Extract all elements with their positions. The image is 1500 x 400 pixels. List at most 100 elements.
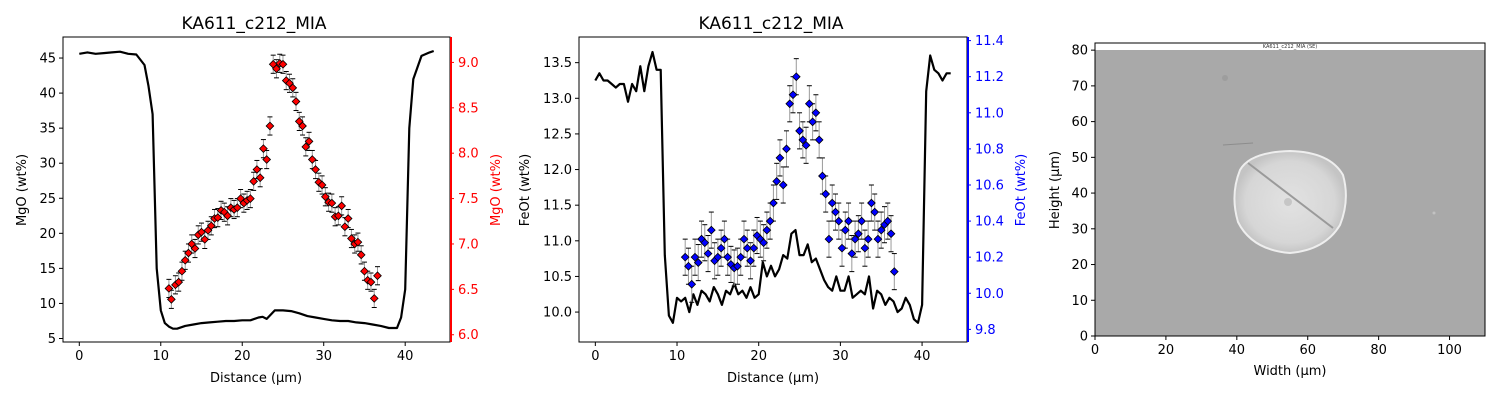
data-point xyxy=(246,194,255,203)
data-point xyxy=(307,155,317,164)
data-point xyxy=(870,207,880,217)
data-point xyxy=(723,252,733,262)
profile-line xyxy=(79,49,435,330)
data-point xyxy=(700,238,710,248)
y-tick-label: 60 xyxy=(1071,115,1088,130)
data-point xyxy=(814,135,824,145)
data-point xyxy=(360,266,369,276)
data-point xyxy=(291,97,301,106)
panel2-title: KA611_c212_MIA xyxy=(698,14,843,34)
y2-tick-label: 10.2 xyxy=(975,251,1004,266)
panel1-data-layer xyxy=(79,49,435,330)
data-point xyxy=(889,267,899,276)
data-point xyxy=(164,284,174,293)
y2-tick-label: 11.2 xyxy=(975,70,1004,85)
data-point xyxy=(262,155,272,164)
data-point xyxy=(850,234,860,244)
data-point xyxy=(746,256,755,266)
panel3-y-axis: 0 10 20 30 40 50 60 70 80 xyxy=(1071,44,1095,345)
y2-tick-label: 7.5 xyxy=(458,192,479,207)
panel2-data-layer xyxy=(594,50,951,324)
data-point xyxy=(762,225,772,235)
profile-line xyxy=(594,50,951,324)
data-point xyxy=(847,249,857,258)
data-point xyxy=(317,180,327,190)
panel3-frame xyxy=(1094,42,1486,337)
y-tick-label: 12.5 xyxy=(543,127,572,142)
data-point xyxy=(706,225,716,235)
data-point xyxy=(772,177,782,186)
sem-particle xyxy=(1432,211,1436,215)
panel1-xlabel: Distance (µm) xyxy=(210,371,302,386)
data-point xyxy=(791,72,801,82)
data-point xyxy=(765,216,775,226)
data-point xyxy=(716,243,726,253)
y2-tick-label: 10.6 xyxy=(975,178,1004,193)
sem-annotation-mark xyxy=(1222,142,1254,146)
data-point xyxy=(749,243,759,253)
data-point xyxy=(713,252,723,262)
y-tick-label: 10 xyxy=(39,297,56,312)
data-point xyxy=(252,165,262,174)
data-point xyxy=(775,153,785,163)
y2-tick-label: 9.8 xyxy=(975,323,996,338)
data-point xyxy=(278,59,288,69)
y-tick-label: 12.0 xyxy=(543,163,572,178)
data-point xyxy=(369,294,379,303)
y2-tick-label: 11.4 xyxy=(975,34,1004,49)
y-tick-label: 5 xyxy=(48,332,56,347)
y2-tick-label: 10.8 xyxy=(975,142,1004,157)
y2-tick-label: 9.0 xyxy=(458,56,479,71)
data-point xyxy=(801,140,811,150)
data-point xyxy=(343,214,353,223)
data-point xyxy=(739,234,749,244)
y-tick-label: 80 xyxy=(1071,44,1088,59)
data-point xyxy=(808,117,817,127)
data-point xyxy=(831,207,840,217)
data-point xyxy=(337,201,347,211)
data-point xyxy=(837,243,847,253)
x-tick-label: 30 xyxy=(832,349,849,364)
y-tick-label: 20 xyxy=(1071,258,1088,273)
data-point xyxy=(873,234,883,244)
data-point xyxy=(223,211,232,221)
x-tick-label: 40 xyxy=(1229,343,1246,358)
sem-particle xyxy=(1222,75,1228,81)
x-tick-label: 0 xyxy=(1091,343,1099,358)
inclusion-spot xyxy=(1284,198,1292,206)
data-point xyxy=(821,189,831,199)
panel1-y2-axis: 6.0 6.5 7.0 7.5 8.0 8.5 9.0 xyxy=(450,56,479,343)
y-tick-label: 10.5 xyxy=(543,270,572,285)
panel-feot-profile: KA611_c212_MIA 0 10 20 30 40 10.0 10.5 11.0 11.… xyxy=(518,14,1029,386)
data-point xyxy=(733,261,742,271)
data-point xyxy=(844,216,853,226)
panel2-ylabel: FeOt (wt%) xyxy=(518,154,533,226)
y-tick-label: 13.0 xyxy=(543,92,572,107)
data-point xyxy=(200,235,210,244)
data-point xyxy=(174,277,184,287)
y-tick-label: 10.0 xyxy=(543,306,572,321)
y-tick-label: 45 xyxy=(39,52,56,67)
x-tick-label: 10 xyxy=(669,349,686,364)
x-tick-label: 10 xyxy=(152,349,169,364)
data-point xyxy=(690,252,700,262)
data-point xyxy=(184,248,193,258)
y2-tick-label: 10.0 xyxy=(975,287,1004,302)
data-point xyxy=(180,255,190,265)
x-tick-label: 80 xyxy=(1370,343,1387,358)
y-tick-label: 70 xyxy=(1071,79,1088,94)
y2-tick-label: 7.0 xyxy=(458,237,479,252)
panel2-y2-axis: 9.8 10.0 10.2 10.4 10.6 10.8 11.0 11.2 11.4 xyxy=(967,34,1004,338)
panel1-frame xyxy=(62,36,451,343)
data-point xyxy=(197,227,206,237)
data-point xyxy=(876,225,886,235)
data-point xyxy=(356,250,366,260)
data-point xyxy=(687,279,697,289)
data-point xyxy=(742,243,752,253)
y-tick-label: 15 xyxy=(39,262,56,277)
data-point xyxy=(769,198,778,208)
data-point xyxy=(840,225,850,235)
inclusion-scratch xyxy=(1247,162,1334,229)
data-point xyxy=(863,234,873,244)
